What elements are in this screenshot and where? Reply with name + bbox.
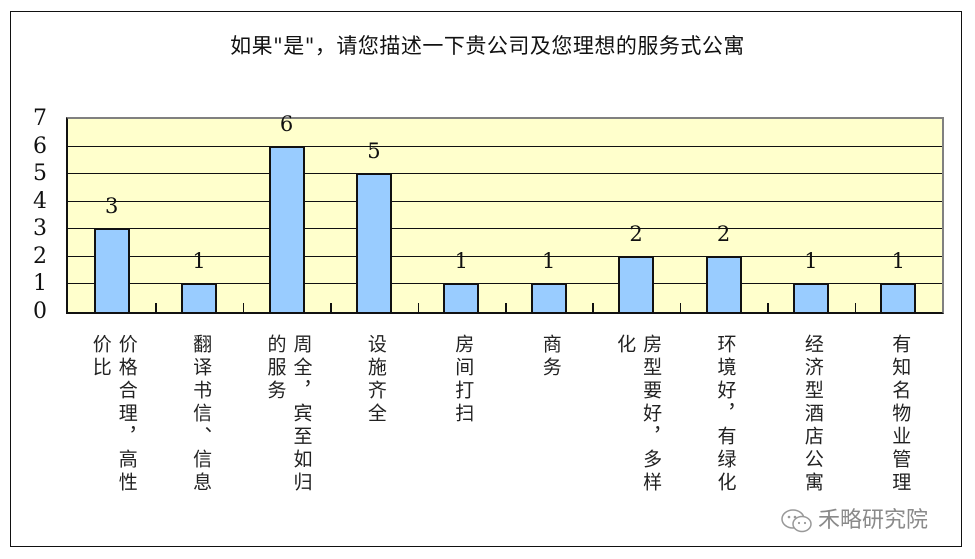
x-tick [679,303,682,312]
watermark: 禾略研究院 [780,502,928,534]
x-category-label: 环境好，有绿化 [714,334,737,495]
x-tick [592,303,594,312]
gridline [68,173,942,175]
x-category-label: 价格合理，高性 价比 [89,334,138,495]
x-tick [155,303,157,312]
y-tick-label: 1 [33,271,47,297]
gridline [68,200,942,202]
x-category-label: 翻译书信、信息 [190,334,213,495]
x-tick [767,303,769,312]
y-tick-label: 4 [33,188,47,214]
x-category-label: 经济型酒店公寓 [801,334,824,495]
bar [705,255,742,312]
bar [268,145,305,312]
data-label: 1 [542,249,556,274]
gridline [68,283,942,285]
wechat-icon [780,508,814,534]
x-tick [417,303,420,312]
data-label: 3 [105,194,119,219]
data-label: 2 [629,221,643,246]
data-label: 1 [192,249,206,274]
x-tick [505,303,507,312]
chart-title: 如果"是"，请您描述一下贵公司及您理想的服务式公寓 [230,34,745,58]
data-label: 2 [716,221,731,246]
x-category-label: 房型要好，多样 化 [614,334,663,495]
plot-area [66,117,944,314]
x-category-label: 有知名物业管理 [889,334,912,495]
y-tick-label: 5 [33,161,47,187]
watermark-text: 禾略研究院 [818,508,929,533]
y-tick-label: 0 [33,299,47,324]
bar [530,283,567,312]
bar [880,283,917,312]
x-category-label: 周全，宾至如归 的服务 [264,334,313,495]
bar [443,283,480,312]
gridline [68,228,942,230]
bar [355,173,392,312]
y-tick-label: 2 [33,243,47,269]
data-label: 6 [279,111,294,136]
bar [618,255,655,312]
data-label: 1 [454,249,468,274]
x-category-label: 房间打扫 [452,334,475,426]
x-category-label: 设施齐全 [364,334,387,426]
y-tick-label: 3 [33,216,47,242]
y-tick-label: 6 [33,133,47,159]
bar [792,283,829,312]
data-label: 1 [891,249,905,274]
x-category-label: 商务 [539,334,562,380]
bar [181,283,218,312]
y-tick-label: 7 [33,106,47,131]
data-label: 1 [804,249,818,274]
gridline [68,145,942,147]
data-label: 5 [367,139,381,164]
x-tick [242,303,245,312]
x-tick [330,303,332,312]
gridline [68,255,942,257]
x-tick [854,303,857,312]
bar [93,228,130,312]
